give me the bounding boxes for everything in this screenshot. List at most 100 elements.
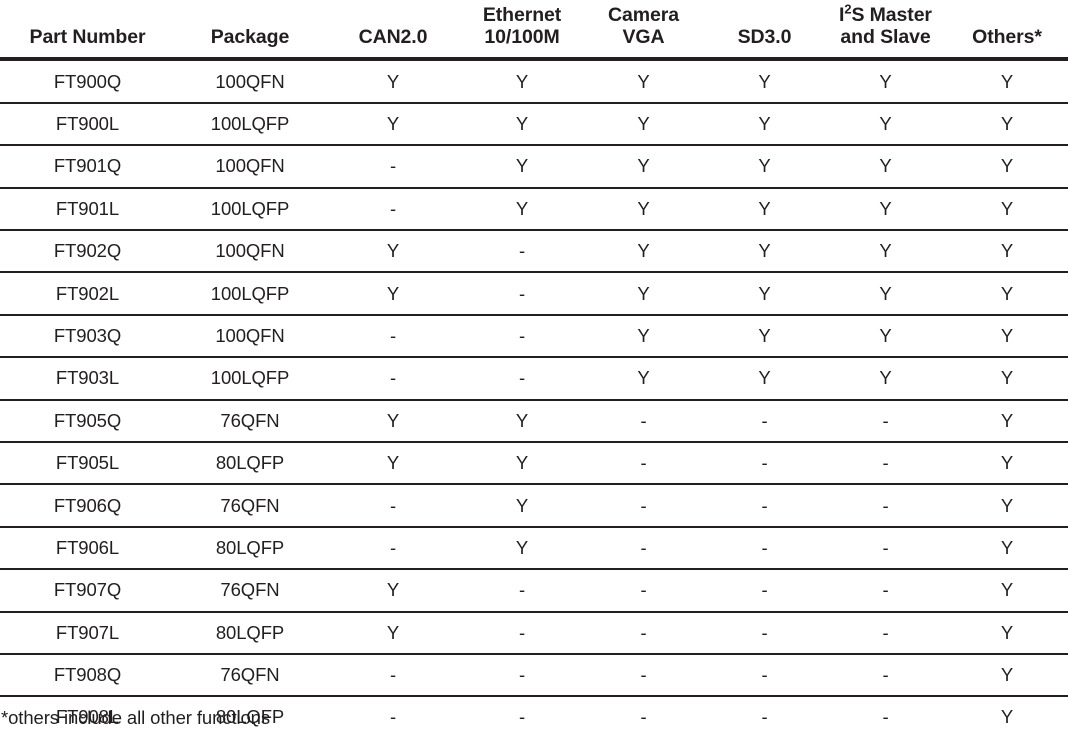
cell-can20: - (325, 526, 461, 571)
cell-others: Y (946, 59, 1068, 104)
cell-others: Y (946, 357, 1068, 401)
cell-package: 100QFN (175, 314, 325, 359)
cell-i2s: Y (825, 357, 946, 401)
cell-i2s: - (882, 706, 889, 728)
table-row: FT902L 100LQFP Y - Y Y Y Y (0, 272, 1068, 316)
column-header-part-number-line-1: Part Number (29, 26, 146, 49)
table-footnote: *others include all other functions (1, 707, 271, 728)
cell-camera-vga: - (583, 569, 704, 613)
cell-ethernet: - (461, 653, 583, 698)
cell-sd30: Y (704, 314, 825, 359)
cell-part-number: FT901L (0, 187, 175, 232)
cell-ethernet: - (461, 611, 583, 655)
column-header-can20: CAN2.0 (325, 0, 461, 59)
cell-package: 100QFN (175, 230, 325, 274)
column-header-part-number: Part Number (0, 0, 175, 59)
table-body: FT900Q 100QFN Y Y Y Y Y Y FT900L 100LQFP Y Y Y Y Y Y FT9… (0, 59, 1068, 737)
cell-others: Y (946, 484, 1068, 528)
cell-ethernet: Y (461, 59, 583, 104)
cell-others: Y (1000, 706, 1014, 728)
cell-part-number: FT907L (0, 611, 175, 655)
cell-package: 100LQFP (175, 187, 325, 232)
cell-sd30: - (704, 611, 825, 655)
cell-package: 100LQFP (175, 357, 325, 401)
column-header-camera-vga: Camera VGA (583, 0, 704, 59)
cell-part-number: FT903Q (0, 314, 175, 359)
cell-camera-vga: - (583, 611, 704, 655)
table-row: FT902Q 100QFN Y - Y Y Y Y (0, 230, 1068, 274)
table-row: FT906Q 76QFN - Y - - - Y (0, 484, 1068, 528)
table-header: Part Number Package CAN2.0 Ethernet 10/1… (0, 0, 1068, 60)
cell-i2s: Y (825, 314, 946, 359)
cell-sd30: Y (704, 357, 825, 401)
cell-can20: - (389, 706, 397, 728)
cell-i2s: - (825, 484, 946, 528)
cell-can20: - (325, 484, 461, 528)
cell-ethernet: Y (461, 526, 583, 571)
column-header-i2s-master-slave: I2S Master and Slave (825, 0, 946, 59)
cell-others: Y (946, 611, 1068, 655)
cell-can20: - (325, 145, 461, 189)
table-row: FT903Q 100QFN - - Y Y Y Y (0, 314, 1068, 359)
cell-part-number: FT905Q (0, 399, 175, 443)
cell-sd30: - (704, 484, 825, 528)
header-row: Part Number Package CAN2.0 Ethernet 10/1… (0, 0, 1068, 60)
cell-camera-vga: - (583, 399, 704, 443)
cell-ethernet: Y (461, 399, 583, 443)
column-header-i2s-line-2: and Slave (840, 26, 931, 49)
column-header-package: Package (175, 0, 325, 59)
table-row: FT905Q 76QFN Y Y - - - Y (0, 399, 1068, 443)
cell-sd30: - (704, 526, 825, 571)
cell-camera-vga: Y (583, 357, 704, 401)
column-header-others: Others* (946, 0, 1068, 59)
table-row: FT907Q 76QFN Y - - - - Y (0, 569, 1068, 613)
cell-i2s: Y (825, 59, 946, 104)
table-row: FT908Q 76QFN - - - - - Y (0, 653, 1068, 698)
table-row: FT901Q 100QFN - Y Y Y Y Y (0, 145, 1068, 189)
cell-camera-vga: - (640, 706, 647, 728)
cell-sd30: Y (704, 59, 825, 104)
cell-can20: Y (325, 230, 461, 274)
cell-ethernet: Y (461, 187, 583, 232)
cell-i2s: - (825, 526, 946, 571)
cell-part-number: FT908Q (0, 653, 175, 698)
table-row: FT907L 80LQFP Y - - - - Y (0, 611, 1068, 655)
cell-camera-vga: Y (583, 230, 704, 274)
cell-can20: Y (325, 399, 461, 443)
cell-sd30: - (704, 399, 825, 443)
cell-part-number: FT906Q (0, 484, 175, 528)
cell-others: Y (946, 145, 1068, 189)
cell-package: 100LQFP (175, 102, 325, 147)
cell-sd30: Y (704, 230, 825, 274)
cell-i2s: - (825, 399, 946, 443)
cell-others: Y (946, 526, 1068, 571)
cell-ethernet: - (461, 357, 583, 401)
cell-ethernet: - (461, 272, 583, 316)
cell-i2s: - (825, 569, 946, 613)
table-row: FT900Q 100QFN Y Y Y Y Y Y (0, 59, 1068, 104)
column-header-i2s-line-1: I2S Master (839, 1, 932, 26)
cell-part-number: FT902Q (0, 230, 175, 274)
cell-package: 76QFN (175, 484, 325, 528)
cell-package: 76QFN (175, 653, 325, 698)
cell-part-number: FT901Q (0, 145, 175, 189)
column-header-others-line-1: Others* (972, 26, 1042, 49)
table-row: FT906L 80LQFP - Y - - - Y (0, 526, 1068, 571)
cell-camera-vga: Y (583, 102, 704, 147)
cell-package: 100LQFP (175, 272, 325, 316)
cell-sd30: - (761, 706, 768, 728)
cell-others: Y (946, 314, 1068, 359)
table-row: FT905L 80LQFP Y Y - - - Y (0, 441, 1068, 486)
cell-can20: - (325, 314, 461, 359)
cell-can20: Y (325, 102, 461, 147)
column-header-ethernet-line-2: 10/100M (484, 26, 560, 49)
cell-ethernet: Y (461, 102, 583, 147)
cell-i2s: Y (825, 272, 946, 316)
cell-camera-vga: Y (583, 187, 704, 232)
cell-camera-vga: - (583, 484, 704, 528)
cell-can20: - (325, 187, 461, 232)
cell-can20: Y (325, 272, 461, 316)
column-header-sd30-line-1: SD3.0 (737, 26, 792, 49)
cell-part-number: FT900L (0, 102, 175, 147)
cell-can20: Y (325, 59, 461, 104)
